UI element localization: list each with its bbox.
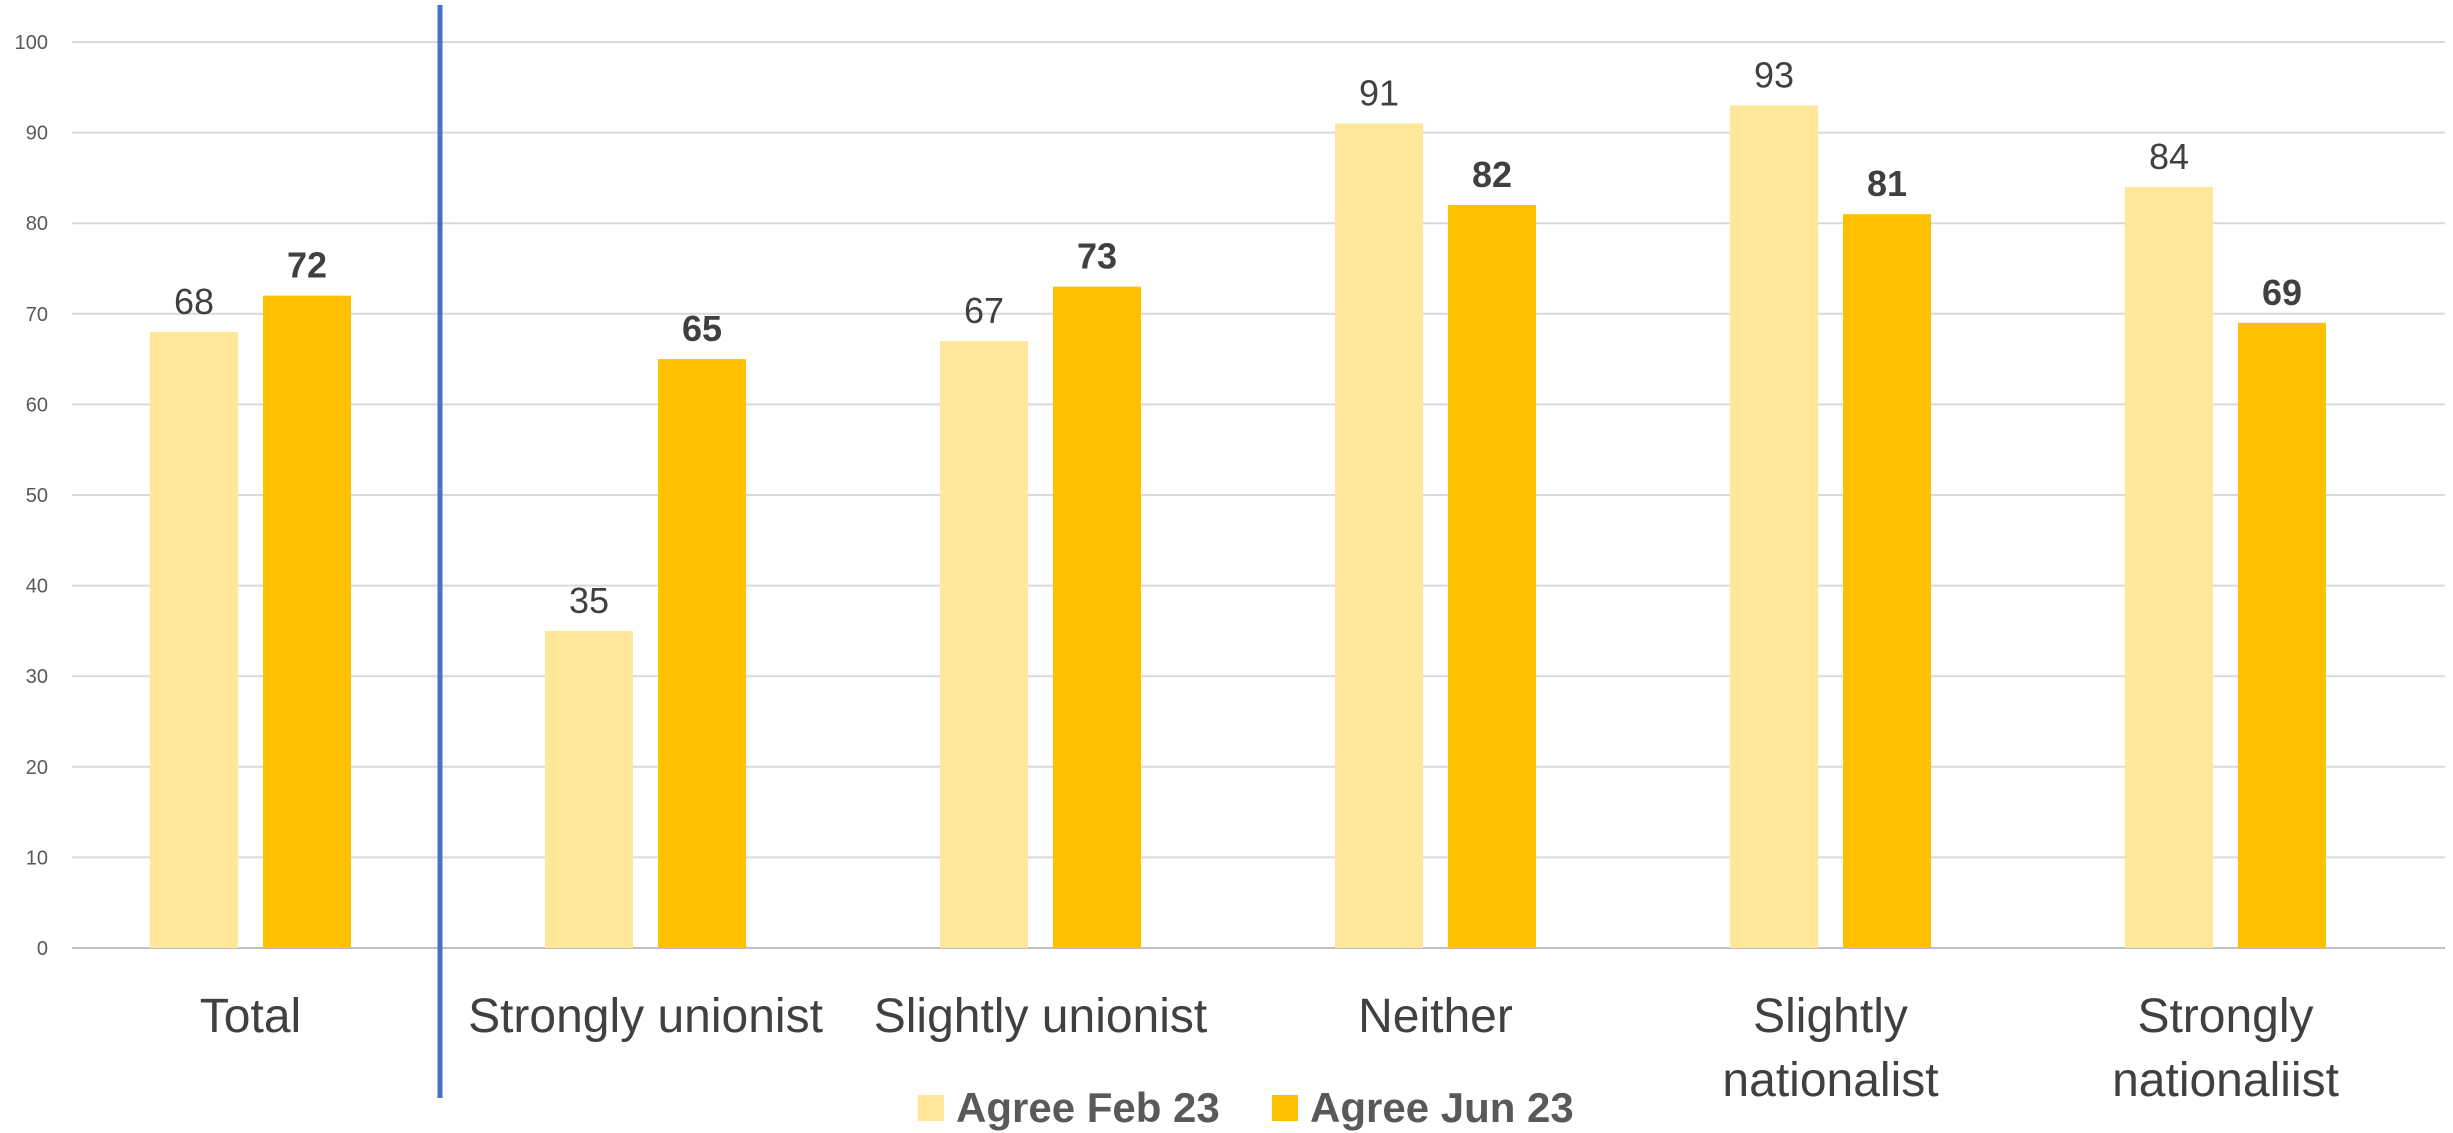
grid-lines	[72, 41, 2445, 949]
bar	[1730, 105, 1818, 949]
y-tick-label: 60	[26, 394, 48, 416]
data-label: 84	[2149, 136, 2189, 177]
category-label: Neither	[1358, 990, 1513, 1043]
bar	[1843, 214, 1931, 948]
legend: Agree Feb 23 Agree Jun 23	[918, 1084, 1574, 1131]
y-tick-label: 70	[26, 304, 48, 326]
category-label: Strongly unionist	[468, 990, 823, 1043]
legend-label: Agree Jun 23	[1310, 1084, 1574, 1131]
y-tick-label: 90	[26, 123, 48, 145]
bar	[658, 359, 746, 949]
y-tick-label: 0	[37, 938, 48, 960]
bar	[1448, 205, 1536, 948]
bar	[940, 340, 1028, 949]
category-label: Slightly unionist	[874, 990, 1208, 1043]
data-label: 93	[1754, 54, 1794, 95]
data-label: 35	[569, 580, 609, 621]
y-tick-label: 40	[26, 576, 48, 598]
y-tick-label: 50	[26, 485, 48, 507]
data-label: 72	[287, 245, 327, 286]
legend-swatch	[1272, 1095, 1298, 1121]
y-tick-label: 30	[26, 666, 48, 688]
legend-label: Agree Feb 23	[956, 1084, 1220, 1131]
category-label: Strongly nationaliist	[2112, 990, 2339, 1107]
y-tick-label: 20	[26, 757, 48, 779]
y-tick-label: 80	[26, 213, 48, 235]
category-label: Slightly nationalist	[1722, 990, 1938, 1107]
data-labels: 68 72 35 65 67 73 91 82 93 81 84 69	[174, 54, 2302, 620]
y-axis-ticks: 0 10 20 30 40 50 60 70 80 90 100	[15, 32, 48, 960]
bar	[2125, 186, 2213, 948]
bar	[263, 295, 351, 948]
legend-swatch	[918, 1095, 944, 1121]
bar	[150, 331, 238, 948]
data-label: 81	[1867, 163, 1907, 204]
data-label: 82	[1472, 154, 1512, 195]
data-label: 68	[174, 281, 214, 322]
data-label: 67	[964, 290, 1004, 331]
y-tick-label: 10	[26, 847, 48, 869]
bars	[150, 105, 2326, 949]
bar	[545, 630, 633, 948]
y-tick-label: 100	[15, 32, 48, 54]
data-label: 69	[2262, 272, 2302, 313]
data-label: 65	[682, 308, 722, 349]
category-label: Total	[200, 990, 301, 1043]
category-labels: Total Strongly unionist Slightly unionist N…	[200, 990, 2339, 1107]
data-label: 91	[1359, 73, 1399, 114]
bar	[1335, 123, 1423, 949]
data-label: 73	[1077, 236, 1117, 277]
bar	[2238, 322, 2326, 948]
bar	[1053, 286, 1141, 948]
